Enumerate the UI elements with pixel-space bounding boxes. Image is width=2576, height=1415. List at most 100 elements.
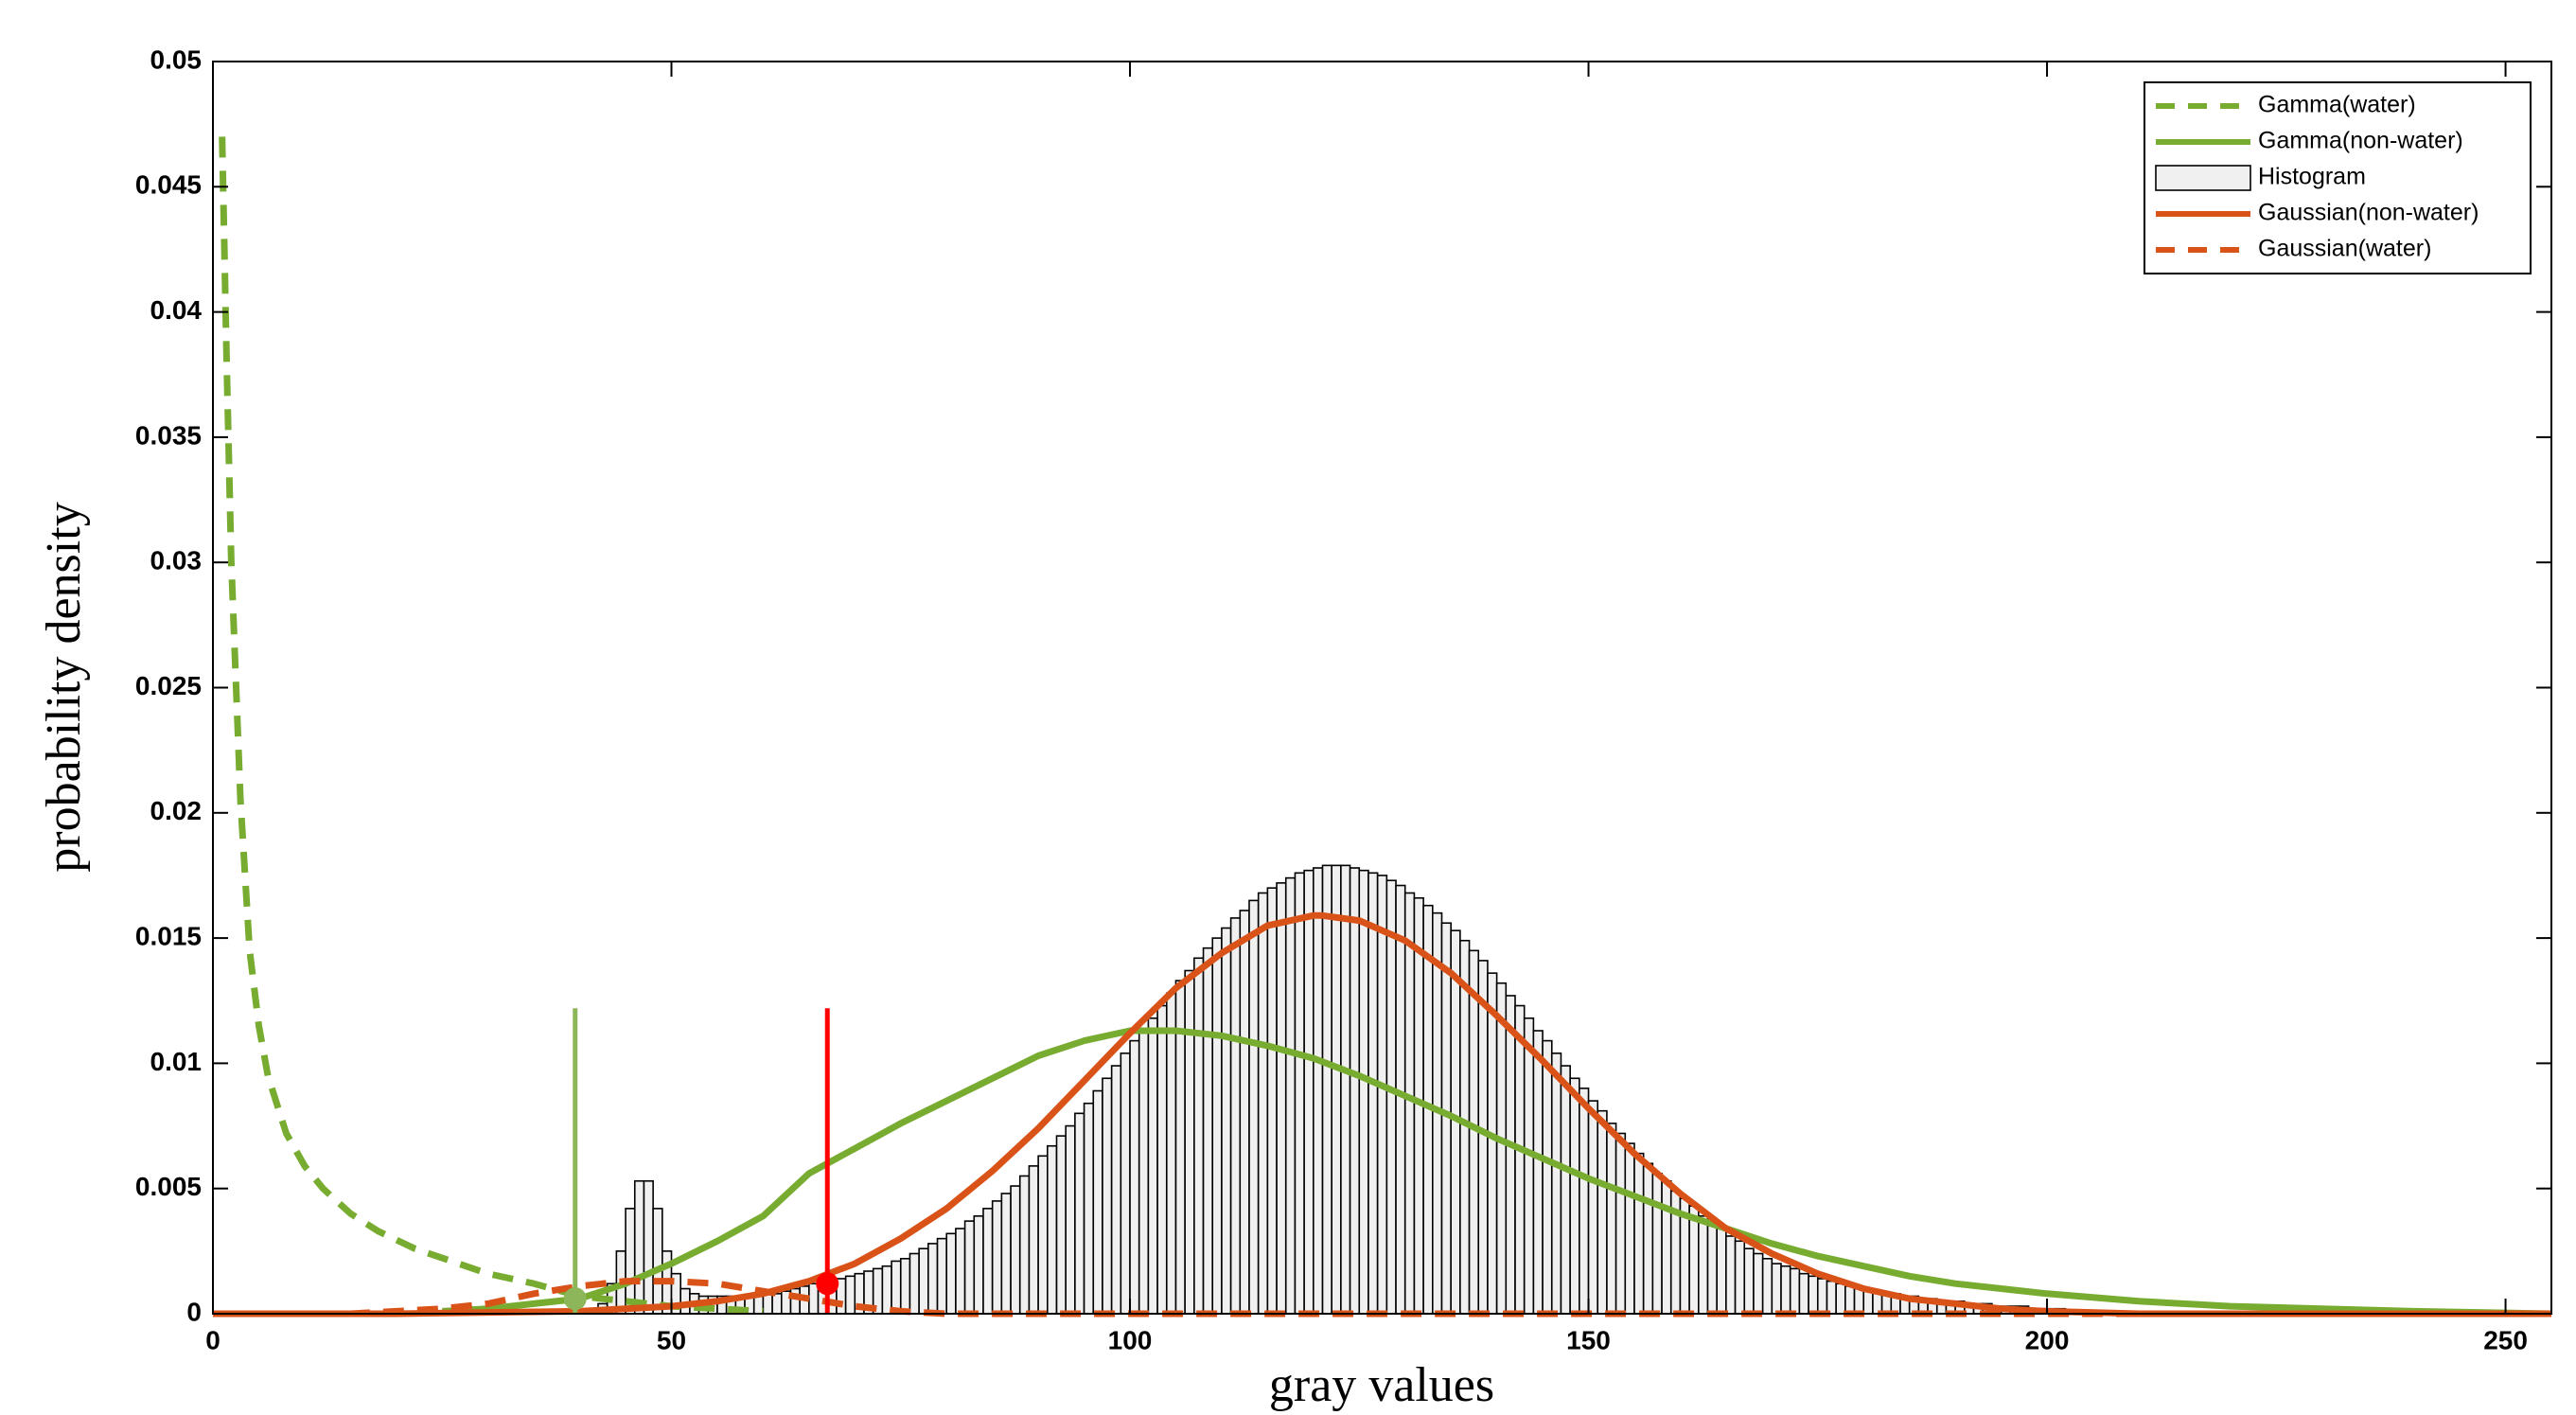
x-tick-label: 100 [1108, 1325, 1153, 1354]
line-series [219, 136, 764, 1315]
histogram-bar [927, 1243, 939, 1315]
histogram-bar [1248, 899, 1260, 1315]
histogram-bar [1816, 1278, 1828, 1315]
histogram-bar [643, 1179, 654, 1315]
legend-label: Gamma(water) [2258, 92, 2416, 118]
histogram-bar [1229, 917, 1242, 1315]
histogram-bar [808, 1282, 820, 1315]
histogram-bar [1523, 1017, 1535, 1315]
x-axis-label: gray values [1269, 1358, 1494, 1412]
histogram-bar [1000, 1193, 1012, 1315]
legend-label: Gaussian(water) [2258, 236, 2431, 262]
histogram-bar [1385, 879, 1397, 1315]
y-tick-label: 0.015 [135, 921, 202, 950]
histogram-bar [936, 1237, 948, 1315]
histogram-bar [963, 1220, 976, 1315]
histogram-bar [918, 1247, 929, 1315]
legend-swatch [2155, 165, 2251, 191]
histogram-bar [1055, 1135, 1067, 1315]
legend-label: Gamma(non-water) [2258, 128, 2463, 154]
histogram-bar [1193, 957, 1205, 1315]
line-series [442, 1027, 2552, 1318]
histogram-bar [1110, 1065, 1122, 1315]
histogram-bar [1569, 1077, 1580, 1315]
threshold-point [816, 1272, 839, 1296]
histogram-bar [1606, 1123, 1617, 1315]
histogram-bar [1560, 1065, 1571, 1315]
histogram-bar [909, 1252, 920, 1315]
histogram-bar [1047, 1144, 1058, 1315]
histogram-bar [1597, 1109, 1608, 1315]
x-tick-label: 250 [2483, 1325, 2528, 1354]
histogram-bar [633, 1179, 645, 1315]
histogram-bar [625, 1208, 636, 1315]
histogram-bar [1835, 1282, 1846, 1315]
histogram-bar [891, 1260, 902, 1315]
histogram-bar [1331, 864, 1342, 1315]
histogram-bar [1651, 1173, 1663, 1315]
histogram-bar [1505, 995, 1516, 1315]
histogram-bar [789, 1287, 801, 1315]
histogram-bar [973, 1215, 984, 1315]
y-axis-label: probability density [37, 502, 91, 872]
histogram-bar [1753, 1252, 1764, 1315]
histogram-bar [1587, 1100, 1599, 1315]
y-tick-label: 0.02 [150, 796, 203, 825]
plot-area [213, 136, 2552, 1318]
histogram-bar [844, 1275, 856, 1315]
histogram-bar [1826, 1280, 1837, 1315]
histogram-bar [1624, 1142, 1635, 1315]
histogram-bar [1614, 1132, 1627, 1315]
histogram-bar [1303, 869, 1314, 1315]
histogram-bar [1477, 960, 1489, 1315]
histogram-bar [1734, 1240, 1746, 1315]
histogram-bar [1037, 1155, 1049, 1315]
histogram-bar [881, 1265, 892, 1315]
y-tick-label: 0.01 [150, 1047, 203, 1076]
histogram-bar [1743, 1247, 1755, 1315]
histogram-bar [1083, 1102, 1095, 1315]
y-tick-label: 0.045 [135, 170, 202, 200]
histogram-bar [1771, 1263, 1782, 1315]
histogram-bar [1642, 1162, 1654, 1315]
histogram-bar [1579, 1088, 1590, 1315]
histogram-bar [1844, 1285, 1856, 1315]
histogram-bar [1633, 1152, 1645, 1315]
histogram-bar [1221, 927, 1232, 1315]
histogram-bar [1349, 867, 1361, 1315]
histogram-bar [1276, 882, 1287, 1315]
histogram-bar [1129, 1039, 1140, 1315]
histogram-bar [652, 1208, 663, 1315]
histogram-bar [1403, 892, 1416, 1315]
histogram-bar [945, 1232, 957, 1315]
histogram-bar [1284, 876, 1297, 1315]
histogram-bar [1065, 1124, 1076, 1315]
histogram-bar [1698, 1215, 1709, 1315]
histogram-bar [1028, 1165, 1039, 1315]
x-tick-label: 200 [2025, 1325, 2070, 1354]
histogram-bar [1367, 872, 1379, 1315]
histogram-bar [1211, 937, 1223, 1315]
histogram-bar [1321, 864, 1333, 1315]
y-tick-label: 0.005 [135, 1172, 202, 1201]
y-tick-label: 0.025 [135, 671, 202, 700]
histogram-bar [1716, 1228, 1727, 1315]
histogram-bar [982, 1208, 994, 1315]
histogram-bar [1138, 1030, 1150, 1315]
histogram-bar [1010, 1185, 1021, 1315]
histogram-bar [1294, 872, 1305, 1315]
histogram-bar [1808, 1275, 1819, 1315]
y-tick-label: 0.04 [150, 295, 203, 325]
histogram-bar [1532, 1030, 1544, 1315]
histogram-bar [1239, 910, 1250, 1315]
histogram-bar [1184, 969, 1195, 1315]
histogram-bar [1257, 892, 1269, 1315]
histogram-bar [1487, 972, 1498, 1315]
histogram-bar [1092, 1089, 1103, 1315]
histogram-bar [1761, 1257, 1773, 1315]
y-tick-label: 0.03 [150, 546, 203, 575]
histogram-bar [955, 1228, 966, 1315]
histogram-bar [1798, 1272, 1809, 1315]
legend: Gamma(water) Gamma(non-water) Histogram Gau… [2144, 81, 2532, 274]
y-tick-label: 0.05 [150, 44, 203, 74]
